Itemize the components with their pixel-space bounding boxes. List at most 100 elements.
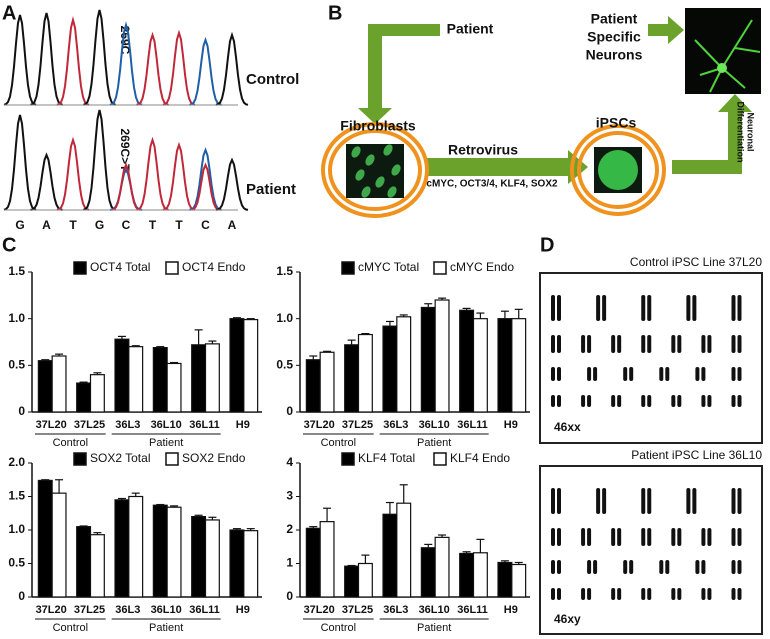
chromosome — [665, 560, 670, 574]
error-bar — [131, 492, 140, 497]
bar — [319, 351, 335, 413]
bar — [319, 521, 335, 598]
trace-peak — [191, 162, 220, 211]
x-tick-label: 37L25 — [342, 419, 373, 431]
error-bar — [93, 532, 102, 535]
chromosome — [677, 528, 682, 546]
trace-peak — [136, 31, 169, 106]
y-tick-label: 4 — [286, 455, 293, 469]
fibroblast-cell — [375, 176, 385, 188]
legend-label: KLF4 Total — [358, 451, 415, 465]
group-label: Control — [53, 437, 88, 449]
diagram-label: Differentiation — [736, 101, 746, 162]
error-bar — [232, 317, 241, 319]
x-tick-label: 36L3 — [383, 419, 408, 431]
trace-peak — [3, 114, 37, 211]
bar — [344, 344, 360, 413]
trace-peak — [109, 167, 143, 211]
bar — [204, 519, 220, 598]
fibroblast-cell — [351, 146, 361, 158]
chromosome — [617, 588, 622, 600]
chromosome — [587, 560, 592, 574]
chromosome — [737, 588, 742, 600]
chromosome — [641, 588, 646, 600]
legend-label: OCT4 Endo — [182, 260, 246, 274]
panel-label: C — [2, 234, 16, 256]
chromosome — [671, 395, 676, 407]
chromosome — [617, 395, 622, 407]
panel-label: A — [2, 2, 16, 24]
x-tick-label: 36L3 — [115, 604, 140, 616]
error-bar — [514, 308, 523, 319]
chromosome — [551, 560, 555, 574]
y-tick-label: 0 — [18, 589, 25, 603]
bar — [497, 561, 513, 598]
chromosome — [671, 335, 676, 353]
chromosome — [701, 528, 706, 546]
error-bar — [347, 339, 356, 345]
error-bar — [500, 310, 509, 319]
fibroblast-cell — [361, 186, 371, 198]
x-tick-label: 36L10 — [419, 419, 450, 431]
bar — [204, 343, 220, 413]
chromosome — [551, 295, 555, 321]
trace-peak — [83, 109, 116, 211]
bar — [229, 318, 245, 413]
chromosome — [737, 560, 742, 574]
group-label: Control — [53, 622, 88, 634]
bar — [128, 346, 144, 413]
base-call: T — [175, 218, 183, 232]
chromosome — [701, 395, 706, 407]
bar — [382, 325, 398, 413]
chromosome — [641, 395, 646, 407]
chromosome — [647, 588, 652, 600]
chromosome — [557, 560, 561, 574]
chromosome — [641, 488, 646, 514]
bar — [459, 309, 475, 413]
fibroblast-cell — [383, 144, 393, 156]
legend-swatch — [341, 452, 355, 466]
chromosome — [647, 395, 652, 407]
chromosome — [551, 335, 555, 353]
bar — [305, 527, 321, 598]
chromosome — [587, 367, 592, 381]
bar — [396, 316, 412, 413]
x-tick-label: 36L3 — [383, 604, 408, 616]
bar — [382, 513, 398, 598]
x-tick-label: 36L10 — [151, 419, 182, 431]
chromosome — [677, 335, 682, 353]
diagram-label: Neuronal — [746, 112, 756, 151]
chromosome — [581, 395, 586, 407]
x-tick-label: H9 — [236, 419, 250, 431]
base-call: T — [69, 218, 77, 232]
chromosome — [581, 335, 586, 353]
bar — [472, 552, 488, 598]
bar — [76, 382, 92, 413]
error-bar — [194, 329, 203, 345]
bar — [229, 529, 245, 598]
chromosome — [731, 367, 736, 381]
x-tick-label: 37L20 — [36, 419, 67, 431]
bar — [89, 534, 105, 598]
chromosome — [593, 367, 598, 381]
chromosome — [647, 528, 652, 546]
chromosome — [596, 488, 601, 514]
chromosome — [692, 295, 697, 321]
error-bar — [385, 320, 394, 327]
chromosome — [707, 528, 712, 546]
x-tick-label: 36L10 — [419, 604, 450, 616]
chromosome — [686, 295, 691, 321]
x-tick-label: 36L10 — [151, 604, 182, 616]
trace-peak — [109, 21, 143, 106]
trace-peak — [136, 136, 169, 211]
chromosome — [701, 367, 706, 381]
chromatogram — [3, 9, 249, 211]
chromosome — [557, 395, 561, 407]
chromosome — [581, 528, 586, 546]
y-tick-label: 1.0 — [8, 311, 25, 325]
error-bar — [208, 340, 217, 344]
chromosome — [629, 560, 634, 574]
chromosome — [623, 560, 628, 574]
